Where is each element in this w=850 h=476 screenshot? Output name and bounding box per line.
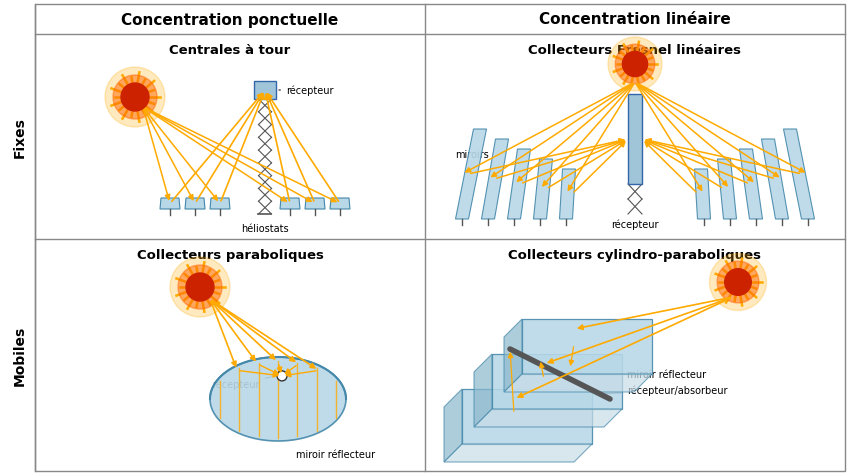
Circle shape [725, 269, 751, 296]
Text: récepteur/absorbeur: récepteur/absorbeur [603, 385, 728, 396]
Text: récepteur: récepteur [279, 86, 333, 96]
Polygon shape [492, 354, 622, 409]
Polygon shape [280, 198, 300, 209]
Text: Centrales à tour: Centrales à tour [169, 44, 291, 58]
Circle shape [622, 52, 648, 78]
Polygon shape [210, 198, 230, 209]
Circle shape [710, 254, 767, 311]
Polygon shape [717, 159, 736, 219]
Polygon shape [559, 169, 575, 219]
Text: Concentration linéaire: Concentration linéaire [539, 12, 731, 28]
Polygon shape [474, 354, 492, 427]
Circle shape [615, 45, 654, 85]
Bar [628, 95, 642, 185]
Circle shape [277, 371, 287, 381]
Ellipse shape [210, 357, 346, 441]
Polygon shape [507, 149, 530, 219]
Circle shape [717, 261, 759, 303]
Text: Mobiles: Mobiles [13, 325, 26, 385]
Text: miroir réflecteur: miroir réflecteur [297, 449, 376, 459]
Text: miroirs: miroirs [455, 149, 489, 159]
Polygon shape [534, 159, 552, 219]
Text: Collecteurs cylindro-paraboliques: Collecteurs cylindro-paraboliques [508, 249, 762, 262]
Circle shape [608, 38, 662, 92]
Polygon shape [305, 198, 325, 209]
Polygon shape [481, 140, 508, 219]
Text: Collecteurs paraboliques: Collecteurs paraboliques [137, 249, 324, 262]
Polygon shape [784, 130, 814, 219]
Circle shape [186, 273, 214, 301]
Polygon shape [694, 169, 711, 219]
Polygon shape [504, 319, 522, 392]
Text: Collecteurs Fresnel linéaires: Collecteurs Fresnel linéaires [529, 44, 741, 58]
Polygon shape [185, 198, 205, 209]
Bar [254, 82, 276, 100]
Text: récepteur: récepteur [212, 377, 275, 389]
Circle shape [105, 68, 165, 128]
Polygon shape [444, 389, 462, 462]
Polygon shape [740, 149, 762, 219]
Circle shape [113, 76, 157, 120]
Polygon shape [444, 444, 592, 462]
Circle shape [178, 266, 222, 309]
Text: récepteur: récepteur [611, 219, 659, 230]
Polygon shape [504, 374, 652, 392]
Text: Fixes: Fixes [13, 117, 26, 158]
Circle shape [121, 84, 149, 112]
Polygon shape [522, 319, 652, 374]
Circle shape [170, 258, 230, 317]
Polygon shape [330, 198, 350, 209]
Text: héliostats: héliostats [241, 224, 289, 234]
Polygon shape [456, 130, 486, 219]
Polygon shape [474, 409, 622, 427]
Text: miroir réflecteur: miroir réflecteur [620, 369, 706, 379]
Polygon shape [160, 198, 180, 209]
Text: Concentration ponctuelle: Concentration ponctuelle [122, 12, 338, 28]
Polygon shape [462, 389, 592, 444]
Polygon shape [762, 140, 789, 219]
